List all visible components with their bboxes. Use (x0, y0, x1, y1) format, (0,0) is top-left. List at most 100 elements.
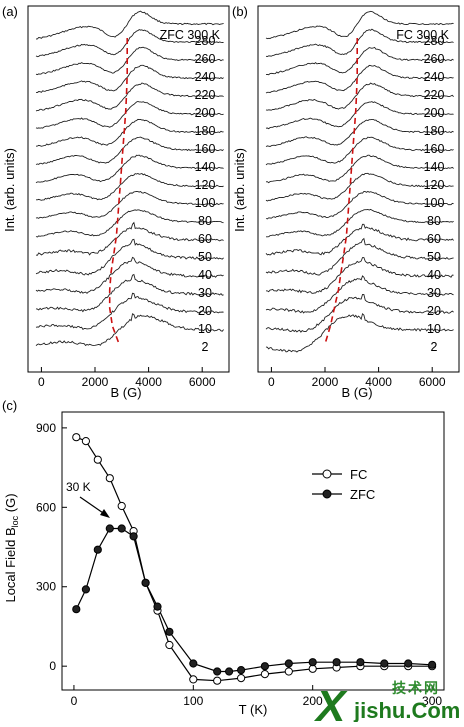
series-zfc-point-120K (213, 667, 222, 676)
spectrum-280K (35, 10, 224, 40)
curve-label-240: 240 (424, 70, 445, 84)
series-zfc-point-180K (284, 659, 293, 668)
curve-label-40: 40 (427, 268, 441, 282)
panel-c-xlabel: T (K) (239, 702, 268, 717)
curve-label-120: 120 (424, 178, 445, 192)
panel-a-xticks: 0 2000 4000 6000 (38, 367, 216, 389)
spectrum-200K (265, 82, 454, 111)
curve-label-160: 160 (195, 142, 216, 156)
spectrum-200K (35, 82, 224, 112)
panel-c-annotation: 30 K (66, 480, 91, 494)
panel-c-ylabel-main: Local Field B (3, 527, 18, 602)
spectrum-160K (265, 118, 454, 148)
panel-a-curve-labels: 2802602402202001801601401201008060504030… (195, 34, 216, 354)
curve-label-160: 160 (424, 142, 445, 156)
legend-fc-marker (322, 469, 332, 479)
series-fc-point-40K (117, 501, 126, 511)
curve-label-260: 260 (424, 52, 445, 66)
series-zfc-point-2K (72, 605, 81, 614)
watermark-x: X (313, 682, 348, 722)
series-zfc-point-30K (105, 524, 114, 533)
panel-c-series (72, 433, 437, 685)
series-zfc-point-40K (117, 524, 126, 533)
spectrum-100K (265, 172, 454, 202)
watermark: 技术网 X jishu.Com (313, 680, 460, 727)
spectrum-80K (265, 190, 454, 220)
curve-label-200: 200 (424, 106, 445, 120)
spectrum-30K (35, 256, 224, 294)
panel-b-condition: FC 300 K (396, 28, 449, 42)
panel-a-condition: ZFC 300 K (160, 28, 221, 42)
panel-b: (b) Int. (arb. units) FC 300 K B (G) 0 20… (232, 4, 460, 400)
panel-c-ylabel-sub: loc (10, 515, 20, 527)
panel-c-ylabel-unit: (G) (3, 493, 18, 515)
series-zfc-point-140K (237, 666, 246, 675)
c-ytick-label-300: 300 (36, 580, 56, 594)
curve-label-20: 20 (427, 304, 441, 318)
xtick-label-4000: 4000 (365, 375, 392, 389)
series-zfc-point-220K (332, 658, 341, 667)
series-zfc-point-50K (129, 532, 138, 541)
legend-zfc-label: ZFC (350, 487, 375, 502)
spectrum-260K (35, 29, 224, 58)
panel-c-ticks: 0 100 200 300 0 300 600 900 (36, 421, 442, 708)
curve-label-80: 80 (427, 214, 441, 228)
series-zfc-point-200K (308, 658, 317, 667)
spectrum-280K (265, 10, 454, 40)
curve-label-180: 180 (195, 124, 216, 138)
spectrum-240K (265, 46, 454, 76)
spectrum-30K (265, 257, 454, 294)
spectrum-2K (35, 313, 224, 347)
panel-a-frame (27, 5, 230, 373)
curve-label-10: 10 (198, 322, 212, 336)
xtick-label-2000: 2000 (82, 375, 109, 389)
spectrum-60K (35, 209, 224, 238)
spectrum-140K (35, 136, 224, 165)
panel-a-resonance-guide (108, 38, 128, 345)
c-ytick-label-0: 0 (49, 659, 56, 673)
series-fc-point-140K (237, 674, 246, 683)
spectrum-120K (265, 154, 454, 184)
curve-label-220: 220 (195, 88, 216, 102)
series-zfc-point-160K (260, 662, 269, 671)
xtick-label-4000: 4000 (135, 375, 162, 389)
curve-label-260: 260 (195, 52, 216, 66)
curve-label-100: 100 (195, 196, 216, 210)
series-fc-point-80K (165, 640, 174, 650)
c-ytick-label-900: 900 (36, 421, 56, 435)
series-zfc-point-80K (165, 627, 174, 636)
panel-b-curves (265, 10, 454, 353)
spectrum-40K (35, 238, 224, 276)
c-xtick-label-100: 100 (183, 694, 203, 708)
panel-b-frame (257, 5, 460, 373)
series-fc-point-100K (189, 675, 198, 684)
curve-label-140: 140 (424, 160, 445, 174)
curve-label-30: 30 (198, 286, 212, 300)
curve-label-220: 220 (424, 88, 445, 102)
legend-zfc-marker (322, 489, 332, 499)
panel-b-letter: (b) (232, 4, 248, 19)
c-xtick-label-0: 0 (71, 694, 78, 708)
panel-a-ylabel: Int. (arb. units) (2, 148, 17, 232)
spectrum-10K (265, 294, 454, 333)
xtick-label-2000: 2000 (312, 375, 339, 389)
series-fc-point-20K (93, 455, 102, 464)
spectrum-50K (265, 223, 454, 256)
spectrum-160K (35, 118, 224, 147)
spectrum-50K (35, 221, 224, 256)
curve-label-280: 280 (424, 34, 445, 48)
curve-label-30: 30 (427, 286, 441, 300)
panel-c-letter: (c) (2, 398, 17, 413)
curve-label-20: 20 (198, 304, 212, 318)
panel-c: (c) Local Field Bloc (G) T (K) 0 100 200 30… (2, 398, 445, 717)
xtick-label-6000: 6000 (419, 375, 446, 389)
panel-b-xticks: 0 2000 4000 6000 (268, 367, 446, 389)
curve-label-120: 120 (195, 178, 216, 192)
panel-b-curve-labels: 2802602402202001801601401201008060504030… (424, 34, 445, 354)
spectrum-20K (35, 273, 224, 313)
panel-c-annotation-arrow (79, 496, 107, 516)
panel-a-curves (35, 10, 224, 347)
series-fc-point-160K (260, 670, 269, 679)
spectrum-140K (265, 136, 454, 166)
